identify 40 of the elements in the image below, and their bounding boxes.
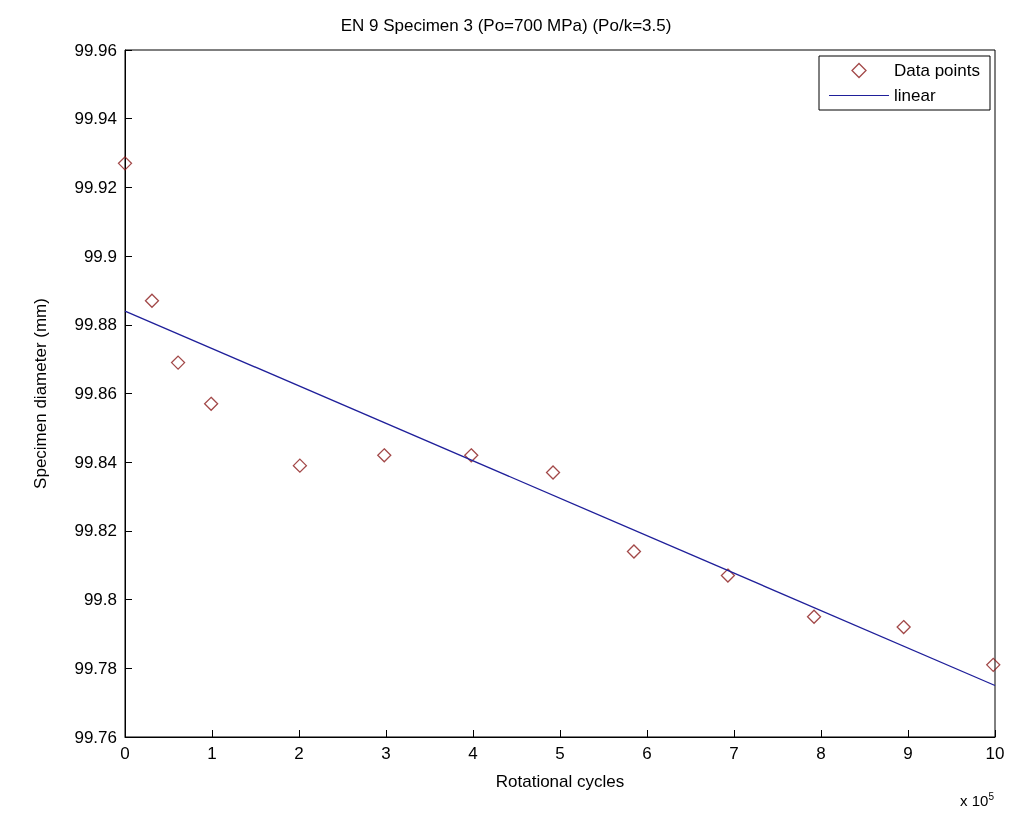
legend-label: linear bbox=[894, 86, 936, 105]
point bbox=[117, 156, 133, 171]
point bbox=[896, 619, 911, 635]
x-axis-title: Rotational cycles bbox=[495, 772, 625, 791]
point bbox=[545, 465, 561, 480]
y-tick-label: 99.82 bbox=[74, 521, 117, 541]
y-tick-label: 99.78 bbox=[74, 658, 117, 678]
y-tick-label: 99.88 bbox=[74, 315, 117, 335]
x-tick-label: 0 bbox=[120, 744, 130, 763]
x-tick-label: 4 bbox=[468, 744, 478, 763]
chart-title: EN 9 Specimen 3 (Po=700 MPa) (Po/k=3.5) bbox=[340, 16, 672, 35]
y-tick-label: 99.9 bbox=[83, 246, 117, 266]
point bbox=[377, 448, 392, 463]
x-tick-label: 2 bbox=[294, 744, 304, 763]
y-tick-label: 99.86 bbox=[74, 384, 117, 403]
y-axis-title: Specimen diameter (mm) bbox=[31, 298, 50, 489]
y-tick-label: 99.92 bbox=[74, 177, 117, 197]
point bbox=[464, 448, 479, 463]
point bbox=[203, 396, 219, 411]
y-tick-label: 99.96 bbox=[74, 40, 117, 60]
legend-label: Data points bbox=[894, 61, 980, 80]
x-tick-label: 5 bbox=[555, 744, 565, 763]
x-tick-label: 6 bbox=[642, 744, 652, 763]
x-tick-label: 3 bbox=[381, 744, 391, 763]
point bbox=[806, 609, 822, 624]
x-tick-label: 8 bbox=[816, 744, 826, 763]
y-tick-label: 99.8 bbox=[83, 590, 117, 610]
point bbox=[626, 544, 642, 559]
x-tick-label: 10 bbox=[985, 744, 1005, 763]
y-tick-label: 99.94 bbox=[74, 109, 117, 129]
point bbox=[292, 458, 308, 473]
x-tick-label: 9 bbox=[903, 744, 913, 763]
x-tick-label: 1 bbox=[207, 744, 217, 763]
point bbox=[720, 568, 736, 583]
point bbox=[144, 293, 160, 308]
point bbox=[170, 355, 186, 370]
y-tick-label: 99.84 bbox=[74, 452, 117, 472]
x-tick-label: 7 bbox=[729, 744, 739, 763]
point bbox=[986, 657, 1001, 673]
y-tick-label: 99.76 bbox=[74, 727, 117, 747]
